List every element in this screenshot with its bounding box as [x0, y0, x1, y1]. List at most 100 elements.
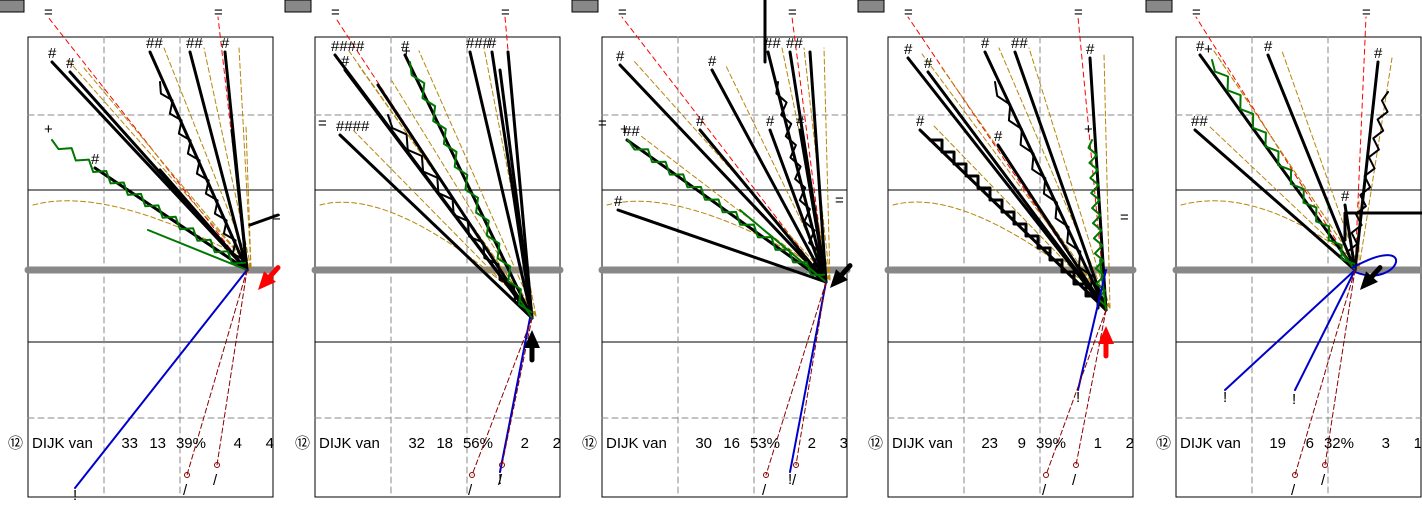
- olive-dash-ray: [238, 47, 252, 269]
- arrow-head-shaft: [1369, 265, 1383, 280]
- row-pct: 39%: [176, 435, 206, 452]
- darkred-dot: [1322, 462, 1328, 468]
- olive-dash-ray: [1281, 50, 1360, 269]
- row-name: DIJK van: [892, 435, 953, 452]
- row-d: 2: [1126, 435, 1134, 452]
- black-spoke: [506, 50, 534, 320]
- black-spoke: [403, 53, 534, 320]
- black-spoke: [808, 50, 828, 284]
- red-eq-mark: =: [1192, 4, 1201, 21]
- darkred-dot: [1043, 472, 1049, 478]
- green-zigzag: [409, 61, 533, 314]
- green-line: [739, 209, 827, 283]
- olive-dash-ray: [163, 47, 252, 269]
- darkred-dot: [469, 472, 475, 478]
- red-dash-ray: [47, 16, 248, 271]
- row-b: 9: [1018, 435, 1026, 452]
- darkred-dot: [214, 462, 220, 468]
- black-spoke: [338, 133, 534, 320]
- red-eq-mark: =: [331, 4, 340, 21]
- olive-dash-curve: [892, 201, 1107, 301]
- black-zigzag: [994, 81, 1105, 302]
- black-spoke: [498, 68, 534, 320]
- hash-label: #: [916, 113, 925, 130]
- black-zigzag: [159, 81, 246, 262]
- darkred-tick: /: [1042, 482, 1047, 499]
- panel-2: = =########## ####+!//⑫ DIJK van 32 18 56% 2 2: [284, 0, 564, 499]
- row-c: 4: [234, 435, 242, 452]
- red-dash-ray: [1195, 16, 1356, 271]
- hash-label: #: [1196, 38, 1205, 55]
- row-pct: 56%: [463, 435, 493, 452]
- hash-label: ####: [336, 118, 370, 135]
- black-spoke: [1353, 60, 1380, 272]
- green-plus: +: [44, 121, 53, 138]
- row-d: 1: [1414, 435, 1422, 452]
- green-line: [147, 229, 248, 271]
- black-staircase: [928, 138, 1100, 310]
- row-a: 33: [121, 435, 138, 452]
- row-c: 2: [521, 435, 529, 452]
- blue-bang: !: [73, 487, 77, 504]
- black-spoke: [1013, 50, 1108, 312]
- black-spoke: [1193, 128, 1357, 272]
- row-d: 2: [553, 435, 561, 452]
- green-plus: +: [1204, 41, 1213, 58]
- blue-bang: !: [788, 471, 792, 488]
- hash-label: ##: [786, 35, 803, 52]
- row-pct: 39%: [1036, 435, 1066, 452]
- darkred-tick: /: [468, 482, 473, 499]
- blue-bang: !: [498, 471, 502, 488]
- extras: = = = = =: [248, 0, 1422, 242]
- green-zigzag: [627, 139, 826, 276]
- hash-label: ###: [466, 35, 492, 52]
- darkred-dash-ray: [186, 269, 248, 476]
- hash-label: ##: [1191, 113, 1208, 130]
- row-a: 30: [695, 435, 712, 452]
- arrow-head: [258, 271, 276, 290]
- black-spoke: [710, 68, 828, 284]
- darkred-tick: /: [183, 482, 188, 499]
- darkred-tick: /: [213, 472, 218, 489]
- darkred-dot: [1073, 462, 1079, 468]
- red-eq-mark: =: [1362, 4, 1371, 21]
- panel-tab: [0, 0, 25, 13]
- row-badge: ⑫: [8, 435, 23, 452]
- panel-5: = =# # ####+! !//⑫ DIJK van 19 6 32% 3 1: [1145, 0, 1422, 499]
- hash-label: #: [614, 193, 623, 210]
- hash-label: #: [994, 128, 1003, 145]
- panel1-right-hook: [248, 213, 280, 227]
- hash-label: #: [1264, 38, 1273, 55]
- row-c: 3: [1382, 435, 1390, 452]
- black-spoke: [93, 166, 249, 272]
- red-eq-mark: =: [598, 115, 607, 132]
- arrow-head: [1097, 326, 1114, 345]
- row-a: 19: [1269, 435, 1286, 452]
- green-zigzag: [51, 139, 247, 265]
- hash-label: ##: [146, 35, 163, 52]
- darkred-dot: [793, 462, 799, 468]
- row-b: 13: [149, 435, 166, 452]
- blue-line: [789, 281, 827, 473]
- green-zigzag: [1211, 59, 1356, 265]
- black-spoke: [1266, 53, 1357, 272]
- olive-dash-ray: [83, 67, 252, 269]
- olive-dash-ray: [1103, 53, 1111, 309]
- black-spoke: [188, 50, 249, 272]
- row-c: 2: [808, 435, 816, 452]
- red-eq-mark: =: [788, 4, 797, 21]
- row-a: 32: [408, 435, 425, 452]
- arrow-head: [523, 330, 540, 349]
- olive-dash-ray: [245, 125, 252, 269]
- darkred-tick: /: [762, 482, 767, 499]
- hash-label: #: [91, 151, 100, 168]
- darkred-dash-ray: [471, 317, 533, 476]
- darkred-dot: [1292, 472, 1298, 478]
- hash-label: #: [696, 113, 705, 130]
- red-eq-mark: =: [1120, 209, 1129, 226]
- hash-label: #: [766, 113, 775, 130]
- olive-dash-ray: [1213, 50, 1360, 269]
- olive-dash-ray: [1208, 125, 1360, 269]
- row-name: DIJK van: [319, 435, 380, 452]
- olive-dash-ray: [823, 47, 831, 281]
